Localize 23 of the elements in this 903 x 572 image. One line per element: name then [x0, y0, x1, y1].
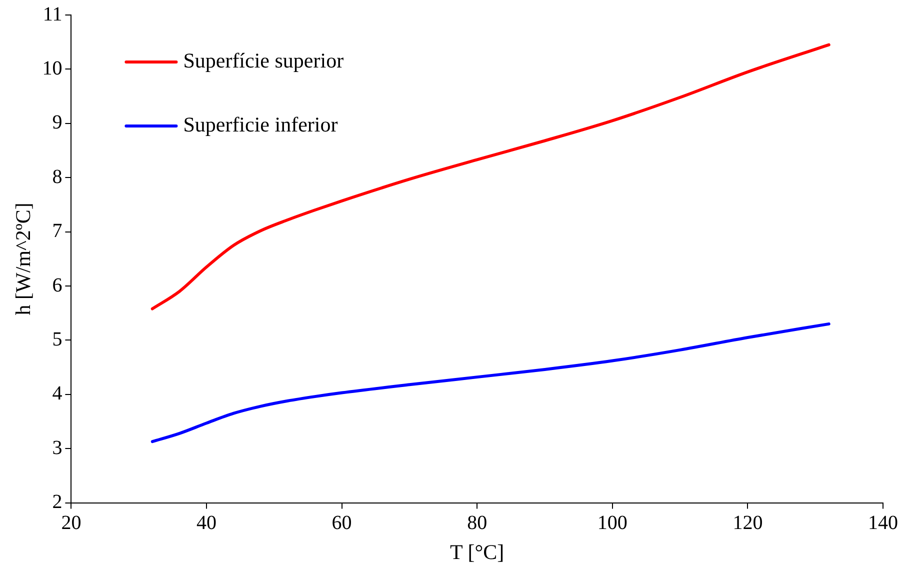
x-tick-label: 140	[868, 512, 898, 534]
line-series	[150, 43, 830, 310]
y-axis-title: h [W/m^2ºC]	[11, 202, 36, 316]
x-tick-label: 80	[467, 512, 488, 534]
x-tick-label: 60	[332, 512, 352, 534]
x-tick-label: 20	[61, 512, 82, 534]
y-tick-label: 10	[42, 57, 62, 80]
y-tick-label: 2	[52, 491, 62, 514]
y-tick-label: 7	[52, 220, 62, 242]
legend-label: Superficie inferior	[183, 112, 338, 137]
x-tick-label: 40	[196, 512, 216, 534]
y-tick-label: 11	[42, 3, 62, 26]
x-tick-label: 120	[732, 512, 763, 534]
y-tick-label: 9	[52, 112, 62, 134]
y-tick-label: 8	[52, 166, 62, 188]
y-tick-label: 3	[52, 436, 62, 459]
x-tick-label: 100	[597, 512, 628, 534]
y-tick-label: 4	[52, 382, 62, 405]
y-tick-label: 5	[52, 328, 62, 350]
legend-label: Superfície superior	[183, 48, 344, 73]
y-tick-label: 6	[52, 274, 62, 296]
x-axis-title: T [°C]	[450, 540, 504, 564]
line-series	[150, 322, 830, 444]
